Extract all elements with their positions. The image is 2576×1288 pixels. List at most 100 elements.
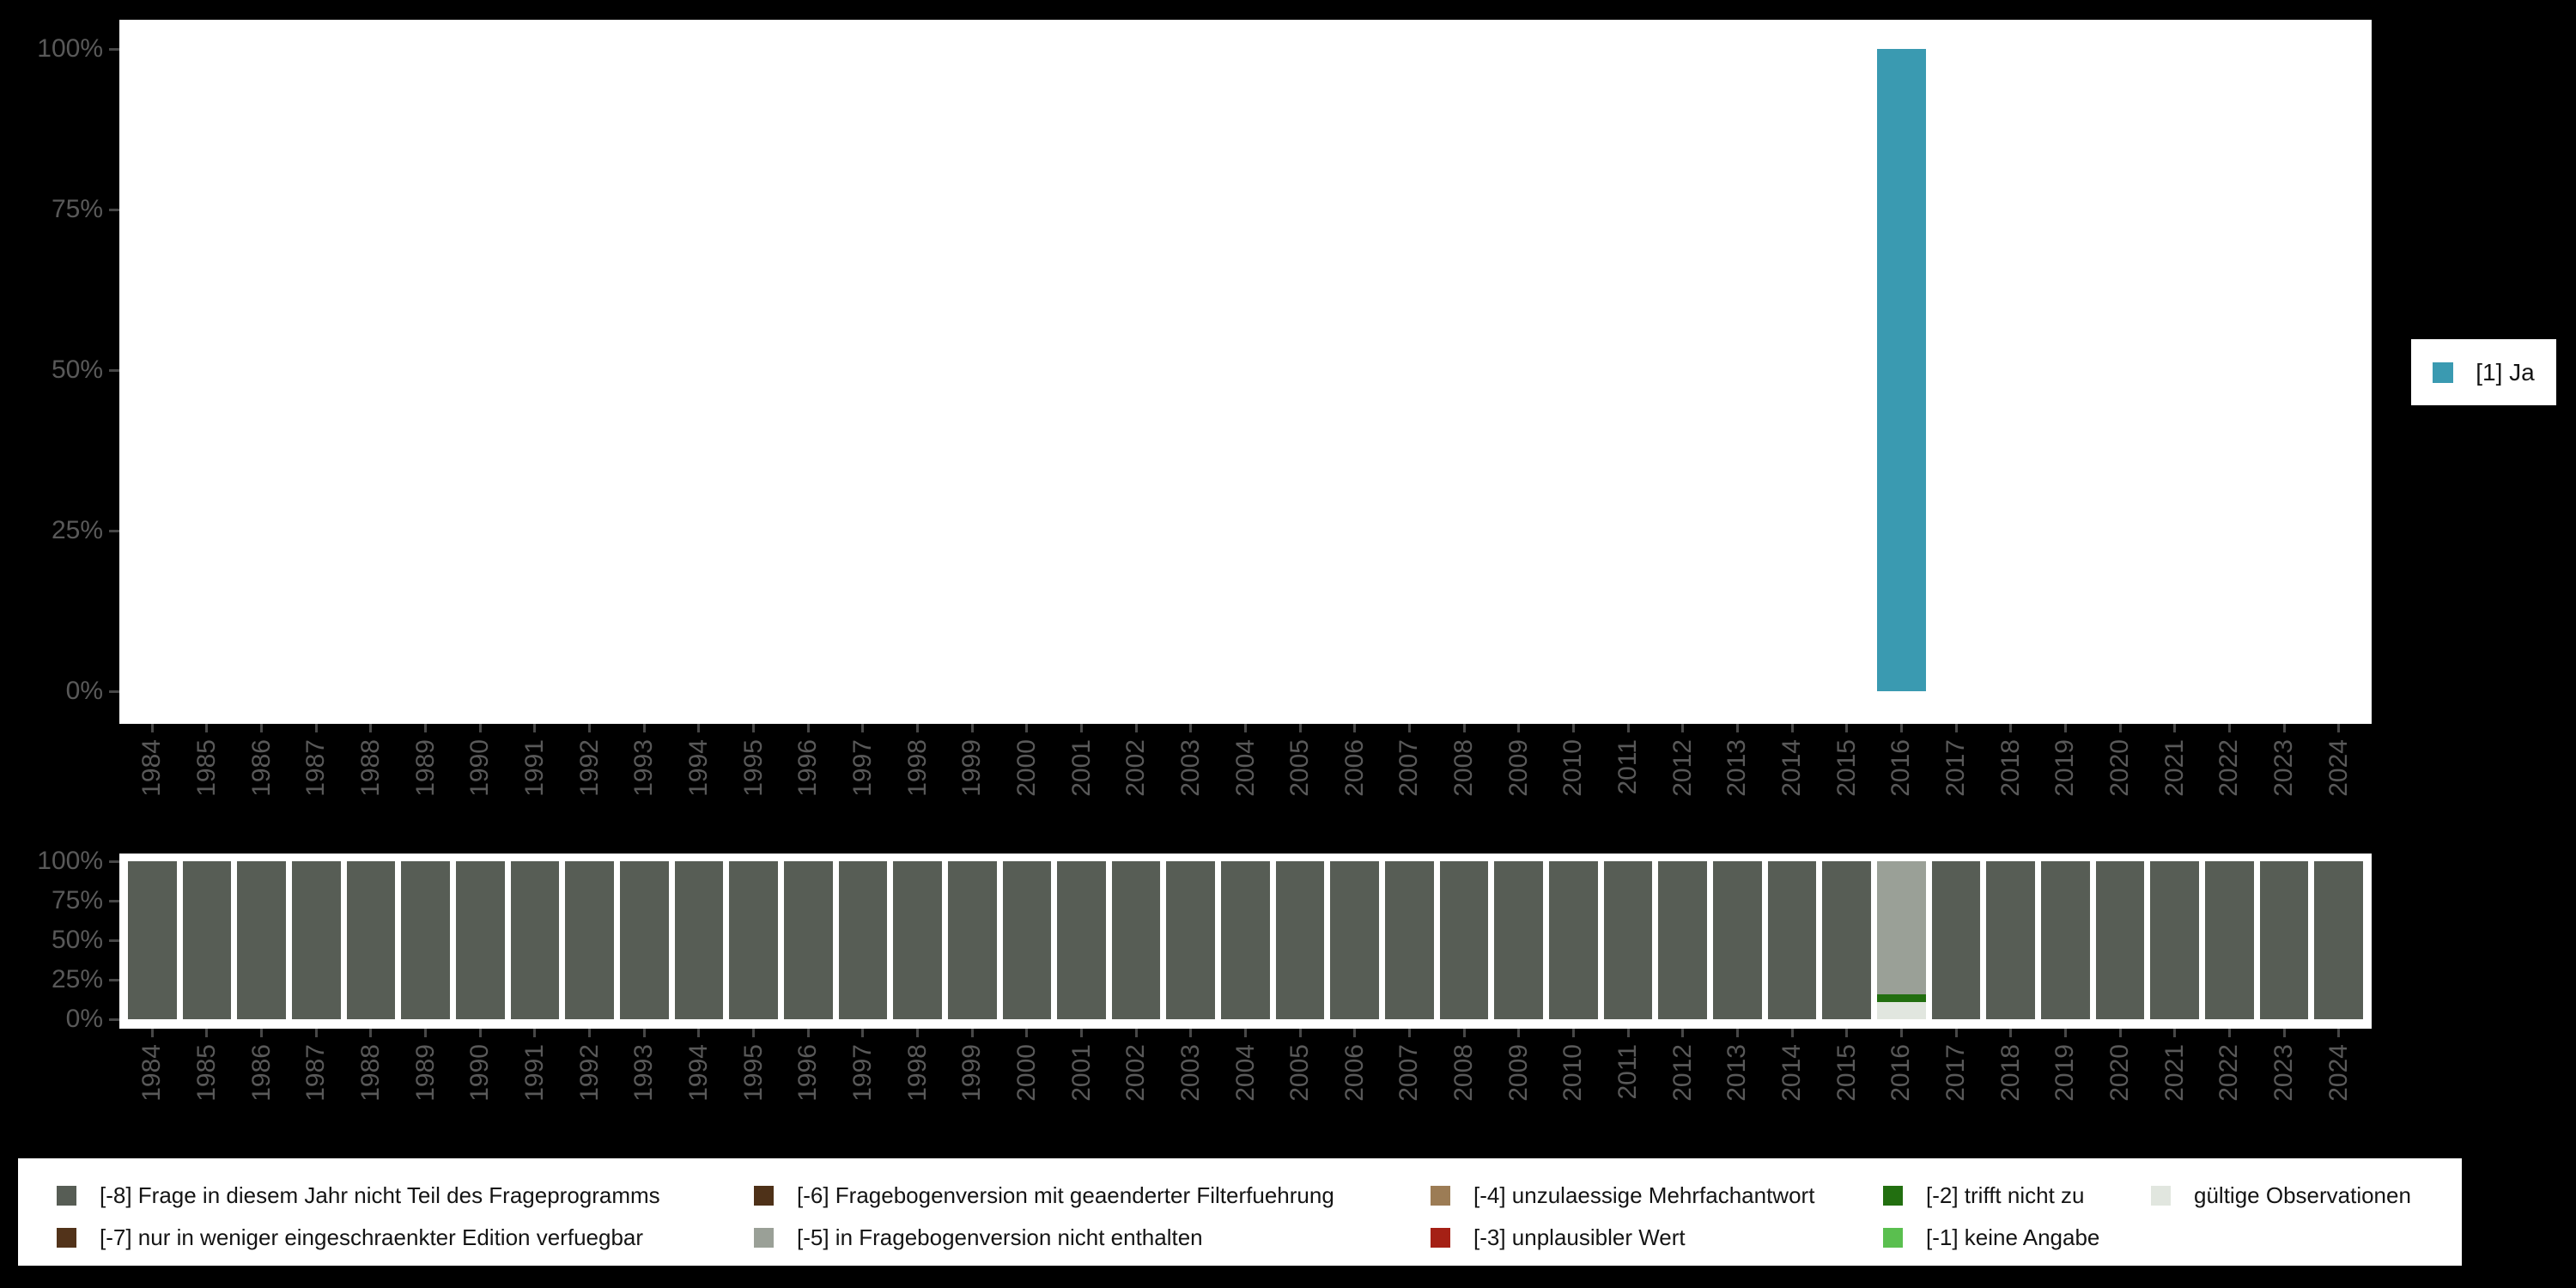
missing-legend-label: [-8] Frage in diesem Jahr nicht Teil des… xyxy=(100,1182,660,1208)
x-tick xyxy=(2063,1029,2067,1037)
x-tick-label-2003: 2003 xyxy=(1176,739,1205,797)
x-tick xyxy=(642,1029,646,1037)
x-tick xyxy=(478,724,482,732)
bar-segment xyxy=(128,861,177,1019)
x-tick xyxy=(369,1029,373,1037)
bar-column-1986 xyxy=(237,49,286,691)
bar-column-2013 xyxy=(1713,49,1762,691)
x-tick-label-2010: 2010 xyxy=(1558,739,1588,797)
x-tick xyxy=(533,1029,537,1037)
x-tick xyxy=(2173,724,2177,732)
bar-column-1986 xyxy=(237,861,286,1019)
x-tick xyxy=(150,1029,154,1037)
x-tick-label-2012: 2012 xyxy=(1668,739,1697,797)
x-tick xyxy=(1899,724,1903,732)
x-tick xyxy=(1298,724,1302,732)
bar-column-2003 xyxy=(1166,861,1216,1019)
bar-segment xyxy=(2204,861,2254,1019)
y-tick-label-50: 50% xyxy=(51,926,103,954)
x-tick xyxy=(1626,724,1630,732)
x-tick-label-1985: 1985 xyxy=(191,1044,221,1102)
x-tick-label-1989: 1989 xyxy=(410,739,440,797)
ja-legend-label: [1] Ja xyxy=(2476,358,2535,386)
x-tick-label-2022: 2022 xyxy=(2215,739,2244,797)
bar-column-2019 xyxy=(2041,49,2090,691)
bar-column-2004 xyxy=(1221,861,1270,1019)
x-tick xyxy=(424,724,428,732)
x-tick-label-1993: 1993 xyxy=(629,739,659,797)
x-tick-label-1989: 1989 xyxy=(410,1044,440,1102)
bar-segment xyxy=(510,861,560,1019)
x-tick xyxy=(1954,724,1958,732)
bar-column-1990 xyxy=(455,861,505,1019)
missing-legend-item: [-8] Frage in diesem Jahr nicht Teil des… xyxy=(57,1182,660,1209)
bar-segment xyxy=(1002,861,1052,1019)
x-tick-label-1984: 1984 xyxy=(137,739,167,797)
x-tick xyxy=(588,724,592,732)
x-tick-label-2019: 2019 xyxy=(2050,1044,2080,1102)
bar-segment xyxy=(455,861,505,1019)
bar-column-1985 xyxy=(182,861,232,1019)
x-tick-label-2005: 2005 xyxy=(1285,1044,1315,1102)
x-tick-label-1995: 1995 xyxy=(738,1044,768,1102)
x-tick-label-2020: 2020 xyxy=(2105,739,2135,797)
bar-column-1998 xyxy=(893,861,942,1019)
x-tick-label-2009: 2009 xyxy=(1504,739,1533,797)
bar-column-1988 xyxy=(346,861,396,1019)
x-tick xyxy=(1298,1029,1302,1037)
x-tick-label-1992: 1992 xyxy=(574,739,604,797)
x-tick xyxy=(1353,1029,1357,1037)
missing-legend-swatch xyxy=(57,1228,76,1248)
ja-legend-swatch xyxy=(2433,361,2454,383)
x-tick-label-2020: 2020 xyxy=(2105,1044,2135,1102)
bar-column-2014 xyxy=(1767,861,1817,1019)
missing-values-legend: [-8] Frage in diesem Jahr nicht Teil des… xyxy=(18,1158,2462,1266)
x-tick-label-2008: 2008 xyxy=(1449,739,1479,797)
x-tick-label-2024: 2024 xyxy=(2324,739,2353,797)
missing-legend-label: gültige Observationen xyxy=(2194,1182,2411,1208)
x-tick xyxy=(1735,1029,1739,1037)
bar-column-2003 xyxy=(1166,49,1215,691)
bar-column-1987 xyxy=(291,861,341,1019)
x-tick-label-2003: 2003 xyxy=(1176,1044,1205,1102)
bar-segment xyxy=(1877,993,1926,1002)
y-tick-label-0: 0% xyxy=(65,677,103,705)
x-tick xyxy=(697,1029,701,1037)
bar-segment xyxy=(619,861,669,1019)
y-tick xyxy=(109,208,119,211)
bar-column-2005 xyxy=(1275,861,1325,1019)
bar-segment xyxy=(893,861,942,1019)
x-tick-label-2004: 2004 xyxy=(1230,739,1260,797)
bar-segment xyxy=(2150,861,2199,1019)
x-tick-label-1996: 1996 xyxy=(793,739,823,797)
x-tick-label-2001: 2001 xyxy=(1066,1044,1096,1102)
x-tick-label-1995: 1995 xyxy=(738,739,768,797)
x-tick-label-2009: 2009 xyxy=(1504,1044,1533,1102)
bar-column-2023 xyxy=(2260,49,2309,691)
x-tick xyxy=(2118,1029,2122,1037)
bar-column-2017 xyxy=(1932,49,1981,691)
x-tick-label-2000: 2000 xyxy=(1012,739,1041,797)
x-tick xyxy=(1244,1029,1247,1037)
missing-legend-label: [-2] trifft nicht zu xyxy=(1926,1182,2085,1208)
y-tick-label-0: 0% xyxy=(65,1005,103,1033)
x-tick-label-2021: 2021 xyxy=(2160,739,2189,797)
y-tick-label-50: 50% xyxy=(51,355,103,384)
bar-column-1987 xyxy=(292,49,341,691)
bar-column-1994 xyxy=(675,49,724,691)
bar-segment xyxy=(1767,861,1817,1019)
bar-segment xyxy=(1166,861,1216,1019)
bar-column-2013 xyxy=(1713,861,1762,1019)
bar-segment xyxy=(182,861,232,1019)
bar-segment xyxy=(2314,861,2363,1019)
x-tick xyxy=(1845,1029,1849,1037)
x-tick-label-1987: 1987 xyxy=(301,1044,331,1102)
missing-legend-label: [-7] nur in weniger eingeschraenkter Edi… xyxy=(100,1224,644,1250)
x-tick-label-2015: 2015 xyxy=(1832,739,1861,797)
x-tick-label-1994: 1994 xyxy=(683,1044,713,1102)
missing-legend-item: [-6] Fragebogenversion mit geaenderter F… xyxy=(754,1182,1334,1209)
missing-legend-label: [-6] Fragebogenversion mit geaenderter F… xyxy=(797,1182,1334,1208)
missing-legend-label: [-4] unzulaessige Mehrfachantwort xyxy=(1473,1182,1815,1208)
x-tick xyxy=(2063,724,2067,732)
